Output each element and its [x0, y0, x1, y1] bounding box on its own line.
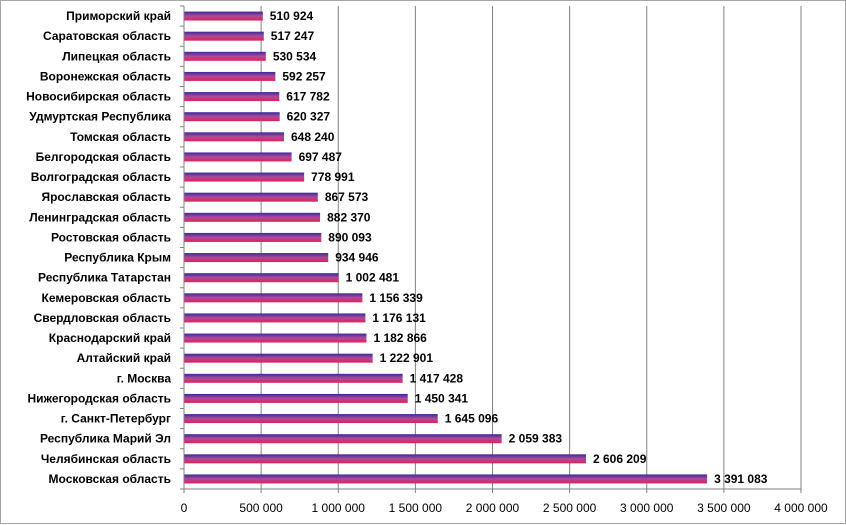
- x-tick-label: 3 000 000: [620, 501, 674, 515]
- x-tick-label: 3 500 000: [697, 501, 751, 515]
- bar: [184, 192, 318, 202]
- value-label: 1 222 901: [380, 351, 434, 365]
- category-label: Волгоградская область: [31, 170, 171, 184]
- category-label: Нижегородская область: [27, 391, 171, 405]
- value-label: 617 782: [286, 90, 330, 104]
- value-label: 1 002 481: [346, 271, 400, 285]
- value-label: 1 156 339: [369, 291, 423, 305]
- value-label: 620 327: [287, 110, 331, 124]
- bar: [184, 212, 321, 222]
- category-label: Челябинская область: [41, 452, 171, 466]
- bar: [184, 71, 276, 81]
- bars: [184, 11, 708, 484]
- value-label: 3 391 083: [714, 472, 768, 486]
- category-label: г. Санкт-Петербург: [61, 412, 171, 426]
- category-label: Ярославская область: [41, 190, 171, 204]
- category-label: Республика Марий Эл: [40, 432, 171, 446]
- bar: [184, 172, 305, 182]
- category-label: Краснодарский край: [49, 331, 171, 345]
- bar: [184, 454, 587, 464]
- value-label: 1 417 428: [410, 371, 464, 385]
- bar: [184, 232, 322, 242]
- category-label: Саратовская область: [43, 29, 171, 43]
- value-label: 2 606 209: [593, 452, 647, 466]
- category-label: Томская область: [70, 130, 171, 144]
- value-label: 648 240: [291, 130, 335, 144]
- category-label: Свердловская область: [34, 311, 171, 325]
- value-label: 530 534: [273, 49, 317, 63]
- x-tick-label: 1 000 000: [312, 501, 366, 515]
- x-tick-label: 500 000: [239, 501, 283, 515]
- value-label: 778 991: [311, 170, 355, 184]
- category-label: Республика Татарстан: [38, 271, 171, 285]
- bar: [184, 273, 339, 283]
- bar: [184, 393, 408, 403]
- value-label: 890 093: [328, 230, 372, 244]
- value-label: 867 573: [325, 190, 369, 204]
- bar: [184, 253, 329, 263]
- labels: 0 500 000 1 000 000 1 500 000 2 000 000 2 500…: [26, 9, 828, 515]
- value-label: 882 370: [327, 210, 371, 224]
- x-tick-label: 2 000 000: [466, 501, 520, 515]
- bar: [184, 11, 263, 21]
- bar: [184, 333, 367, 343]
- value-label: 2 059 383: [509, 432, 563, 446]
- category-label: Московская область: [49, 472, 171, 486]
- category-label: Белгородская область: [36, 150, 171, 164]
- bar: [184, 414, 438, 424]
- x-tick-label: 2 500 000: [543, 501, 597, 515]
- value-label: 934 946: [335, 251, 379, 265]
- bar: [184, 353, 373, 363]
- category-label: Липецкая область: [62, 49, 171, 63]
- bar: [184, 293, 363, 303]
- value-label: 592 257: [282, 69, 326, 83]
- category-label: Ростовская область: [51, 230, 171, 244]
- axes: [180, 5, 802, 493]
- category-label: Новосибирская область: [26, 90, 171, 104]
- bar: [184, 152, 292, 162]
- value-label: 1 182 866: [373, 331, 427, 345]
- gridlines: [260, 6, 802, 489]
- bar: [184, 112, 280, 122]
- bar: [184, 132, 284, 142]
- x-tick-label: 4 000 000: [774, 501, 828, 515]
- category-label: Республика Крым: [64, 251, 171, 265]
- bar: [184, 51, 266, 61]
- bar: [184, 31, 264, 41]
- value-label: 1 645 096: [445, 412, 499, 426]
- bar: [184, 373, 403, 383]
- bar: [184, 474, 708, 484]
- bar: [184, 313, 366, 323]
- category-label: Алтайский край: [77, 351, 171, 365]
- category-label: г. Москва: [117, 371, 172, 385]
- x-tick-label: 1 500 000: [389, 501, 443, 515]
- category-label: Ленинградская область: [29, 210, 171, 224]
- category-label: Кемеровская область: [42, 291, 172, 305]
- category-label: Воронежская область: [40, 69, 171, 83]
- value-label: 1 450 341: [415, 391, 469, 405]
- value-label: 697 487: [299, 150, 343, 164]
- bar: [184, 92, 280, 102]
- bar: [184, 434, 502, 444]
- value-label: 510 924: [270, 9, 314, 23]
- category-label: Удмуртская Республика: [29, 110, 171, 124]
- value-label: 517 247: [271, 29, 315, 43]
- value-label: 1 176 131: [372, 311, 426, 325]
- category-label: Приморский край: [66, 9, 171, 23]
- x-tick-label: 0: [181, 501, 188, 515]
